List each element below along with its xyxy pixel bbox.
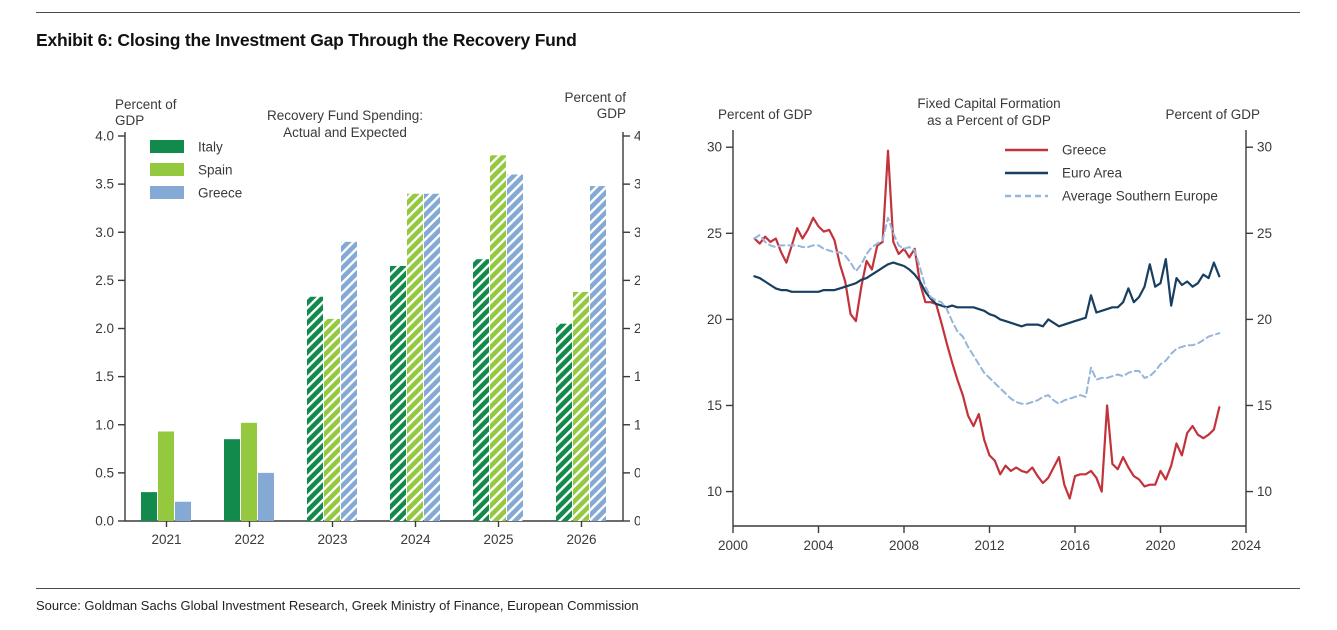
legend-label-italy: Italy — [198, 140, 223, 155]
line-greece — [753, 149, 1221, 500]
line-chart-legend: Greece Euro Area Average Southern Europe — [1005, 143, 1218, 204]
y-tick-label-left: 3.5 — [95, 177, 114, 192]
source-note: Source: Goldman Sachs Global Investment … — [36, 598, 639, 613]
y-tick-label-right: 3.0 — [634, 225, 640, 240]
left-axis-unit-label: GDP — [115, 113, 144, 128]
y-tick-label-left: 25 — [707, 226, 722, 241]
y-tick-label-left: 10 — [707, 484, 722, 499]
y-tick-label-left: 3.0 — [95, 225, 114, 240]
right-axis-unit-label: Percent of — [564, 90, 626, 105]
y-tick-label-right: 4.0 — [634, 129, 640, 144]
x-tick-label: 2020 — [1145, 538, 1175, 553]
x-tick-label: 2004 — [803, 538, 834, 553]
y-tick-label-right: 2.5 — [634, 273, 640, 288]
line-average-southern-europe — [753, 216, 1221, 405]
right-axis-unit-label: GDP — [597, 106, 626, 121]
bar-italy-2023 — [307, 296, 323, 521]
bar-greece-2026 — [590, 186, 606, 522]
bar-spain-2024 — [407, 193, 423, 521]
bar-chart-title: Recovery Fund Spending: — [267, 108, 423, 123]
y-tick-label-left: 15 — [707, 398, 722, 413]
legend-swatch-spain — [150, 163, 184, 176]
top-rule — [36, 12, 1300, 13]
y-tick-label-right: 1.5 — [634, 369, 640, 384]
legend-swatch-italy — [150, 140, 184, 153]
y-tick-label-right: 3.5 — [634, 177, 640, 192]
bar-spain-2026 — [573, 291, 589, 521]
y-tick-label-left: 1.5 — [95, 369, 114, 384]
bar-spain-2023 — [324, 318, 340, 521]
x-tick-label: 2025 — [483, 532, 513, 547]
line-chart-y-ticks: 10 10 15 15 20 20 25 25 30 30 — [707, 140, 1272, 499]
line-chart-title: Fixed Capital Formation — [917, 96, 1060, 111]
y-tick-label-left: 20 — [707, 312, 722, 327]
bar-greece-2023 — [341, 241, 357, 521]
bar-italy-2022 — [224, 439, 240, 521]
y-tick-label-right: 15 — [1257, 398, 1272, 413]
legend-label-greece: Greece — [198, 186, 242, 201]
line-chart-x-ticks: 2000 2004 2008 2012 2016 2020 2024 — [718, 526, 1262, 553]
y-tick-label-left: 4.0 — [95, 129, 114, 144]
bar-spain-2021 — [158, 431, 174, 521]
x-tick-label: 2026 — [566, 532, 596, 547]
y-tick-label-right: 2.0 — [634, 321, 640, 336]
x-tick-label: 2000 — [718, 538, 748, 553]
y-tick-label-left: 30 — [707, 140, 722, 155]
bar-italy-2026 — [556, 323, 572, 521]
line-chart-title: as a Percent of GDP — [927, 113, 1051, 128]
bar-chart-axes — [124, 132, 624, 522]
x-tick-label: 2024 — [400, 532, 431, 547]
bar-greece-2022 — [258, 472, 274, 521]
x-tick-label: 2008 — [889, 538, 919, 553]
y-tick-label-left: 2.5 — [95, 273, 114, 288]
bar-italy-2025 — [473, 259, 489, 521]
line-euro-area — [753, 258, 1221, 328]
x-tick-label: 2024 — [1231, 538, 1262, 553]
y-tick-label-left: 2.0 — [95, 321, 114, 336]
legend-label-euro-area: Euro Area — [1062, 166, 1123, 181]
bar-greece-2021 — [175, 501, 191, 521]
y-tick-label-left: 1.0 — [95, 417, 114, 432]
bar-italy-2024 — [390, 265, 406, 521]
x-tick-label: 2023 — [317, 532, 347, 547]
legend-label-greece: Greece — [1062, 143, 1106, 158]
fixed-capital-line-chart: Fixed Capital Formation as a Percent of G… — [707, 96, 1272, 553]
bar-greece-2024 — [424, 193, 440, 521]
bar-spain-2025 — [490, 155, 506, 521]
y-tick-label-right: 30 — [1257, 140, 1272, 155]
y-tick-label-right: 20 — [1257, 312, 1272, 327]
y-tick-label-right: 1.0 — [634, 417, 640, 432]
y-tick-label-left: 0.5 — [95, 465, 114, 480]
bar-chart-y-ticks: 0.0 0.0 0.5 0.5 1.0 1.0 1.5 1.5 2.0 2.0 2.5 2.5 3.0 3… — [95, 129, 640, 529]
legend-swatch-greece — [150, 186, 184, 199]
bar-groups: 2021 2022 2023 2024 2025 2026 — [141, 155, 606, 547]
bottom-rule — [36, 588, 1300, 589]
bar-italy-2021 — [141, 492, 157, 521]
left-axis-unit-label: Percent of — [115, 97, 177, 112]
x-tick-label: 2022 — [234, 532, 264, 547]
bar-greece-2025 — [507, 174, 523, 521]
x-tick-label: 2012 — [974, 538, 1004, 553]
x-tick-label: 2021 — [151, 532, 181, 547]
bar-chart-legend: Italy Spain Greece — [150, 140, 242, 201]
legend-label-spain: Spain — [198, 163, 233, 178]
right-axis-unit-label: Percent of GDP — [1165, 107, 1260, 122]
y-tick-label-left: 0.0 — [95, 514, 114, 529]
exhibit-title: Exhibit 6: Closing the Investment Gap Th… — [36, 30, 577, 50]
y-tick-label-right: 0.5 — [634, 465, 640, 480]
left-axis-unit-label: Percent of GDP — [718, 107, 813, 122]
x-tick-label: 2016 — [1060, 538, 1090, 553]
legend-label-average-southern-europe: Average Southern Europe — [1062, 189, 1218, 204]
y-tick-label-right: 25 — [1257, 226, 1272, 241]
bar-spain-2022 — [241, 422, 257, 521]
line-chart-titles: Fixed Capital Formation as a Percent of G… — [718, 96, 1260, 128]
bar-chart-title: Actual and Expected — [283, 125, 407, 140]
y-tick-label-right: 0.0 — [634, 514, 640, 529]
y-tick-label-right: 10 — [1257, 484, 1272, 499]
